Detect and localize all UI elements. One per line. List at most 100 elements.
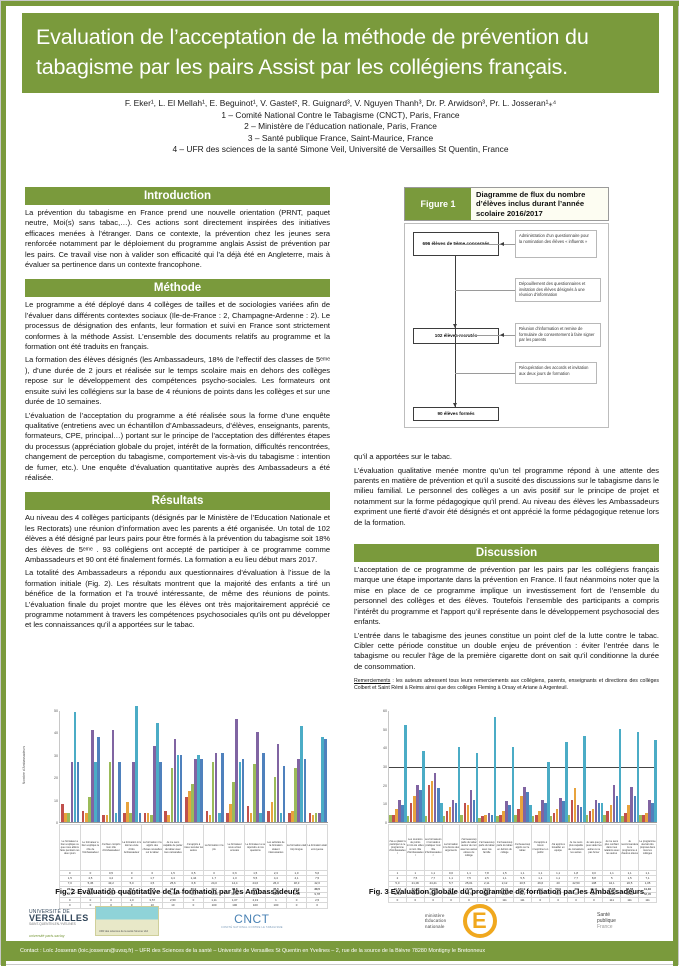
bar — [454, 803, 458, 822]
authors-line: F. Eker¹, L. El Mellah¹, E. Beguinot¹, V… — [124, 98, 557, 108]
bar — [188, 790, 191, 822]
bar — [392, 814, 395, 822]
bar — [588, 810, 592, 822]
bar — [197, 754, 200, 822]
bar — [615, 795, 619, 822]
table-cell: 111 — [513, 896, 532, 904]
spacer — [354, 528, 659, 544]
bar — [573, 788, 577, 822]
resultats-paragraph-2: La totalité des Ambassadeurs a répondu a… — [25, 568, 330, 630]
methode-paragraph-3: L’évaluation de l’acceptation du program… — [25, 410, 330, 482]
figure3-block: 0 10 20 30 40 50 60 J’ai eu plaisir à particip… — [354, 707, 659, 904]
flow-connector-1 — [455, 244, 515, 246]
discussion-paragraph-1: L’acceptation de ce programme de prévent… — [354, 565, 659, 627]
ufr-simone-veil-logo: UFR des sciences de la santé Simone Veil — [95, 906, 159, 936]
table-category-cell: Le programme devrait être proposé dans t… — [638, 824, 657, 871]
table-cell: 0 — [584, 896, 604, 904]
bar — [648, 799, 651, 822]
men-line2: Éducation — [425, 918, 447, 924]
figure2-y-axis-label: Nombre d’Ambassadeurs — [22, 745, 26, 785]
bar — [406, 816, 410, 822]
bar-group — [549, 711, 568, 822]
bar — [102, 815, 106, 822]
bar — [221, 752, 224, 822]
bar — [531, 816, 535, 822]
bar — [433, 773, 437, 822]
flow-connector-vertical — [455, 256, 456, 408]
y-axis-tick: 40 — [54, 731, 58, 736]
table-cell: 0 — [306, 902, 328, 909]
bar — [419, 790, 422, 822]
bar — [126, 801, 129, 822]
bar — [111, 730, 115, 822]
bar — [232, 781, 235, 822]
bar — [633, 795, 637, 822]
bar — [229, 804, 232, 822]
bar — [321, 736, 324, 822]
table-cell: 0 — [441, 896, 461, 904]
y-axis-tick: 50 — [54, 709, 58, 713]
bar — [300, 725, 303, 822]
y-axis-tick: 50 — [383, 727, 387, 732]
bar — [200, 759, 204, 822]
bar — [276, 743, 280, 822]
table-category-cell: J’ai appris à travailler en équipe — [548, 824, 568, 871]
bar — [529, 805, 532, 822]
bar-group — [246, 711, 267, 822]
bar — [64, 813, 67, 822]
men-letter-e: E — [472, 908, 487, 933]
uvsq-line1: UNIVERSITÉ DE — [29, 909, 70, 915]
bar — [294, 768, 297, 822]
table-cell: 0 — [405, 896, 425, 904]
bar — [597, 803, 601, 822]
bar — [448, 807, 452, 822]
poster-left-border — [1, 1, 6, 966]
y-axis-tick: 10 — [383, 802, 387, 807]
bar — [639, 814, 642, 822]
methode-paragraph-1: Le programme a été déployé dans 4 collèg… — [25, 300, 330, 352]
table-category-cell: J’ai appris à mieux écouter les autres — [182, 824, 205, 871]
bar — [105, 815, 109, 822]
bar — [630, 786, 634, 822]
simone-veil-text: UFR des sciences de la santé Simone Veil — [99, 929, 148, 933]
y-axis-tick: 10 — [54, 798, 58, 803]
bar — [538, 810, 541, 822]
bar-group — [163, 711, 184, 822]
bar — [442, 816, 446, 822]
affiliation-1: 1 – Comité National Contre le Tabagisme … — [221, 109, 460, 120]
qualitative-lead-line: qu’il a apportées sur le tabac. — [354, 452, 452, 462]
methode-paragraph-2: La formation des élèves désignés (les Am… — [25, 355, 330, 407]
table-category-cell: Le formateur a bien expliqué ce que nous… — [59, 824, 81, 871]
bar — [469, 790, 473, 822]
table-category-cell: Les activités de la formation étaient in… — [265, 824, 287, 871]
figure1-caption: Diagramme de flux du nombre d’élèves inc… — [476, 190, 586, 218]
bar — [430, 780, 434, 822]
flow-node-102: 102 élèves recrutés — [413, 328, 499, 345]
bar — [73, 712, 77, 822]
bar — [422, 751, 425, 822]
bar-group — [603, 711, 622, 822]
bar — [526, 792, 529, 822]
bar-group — [266, 711, 287, 822]
bar — [567, 814, 571, 822]
section-header-resultats: Résultats — [25, 492, 330, 511]
bar-group — [639, 711, 657, 822]
bar — [132, 761, 135, 822]
flow-arrowhead-3 — [500, 332, 504, 337]
figure1-header: Figure 1 Diagramme de flux du nombre d’é… — [404, 187, 609, 222]
bar — [123, 813, 126, 822]
bar — [547, 762, 550, 822]
y-axis-tick: 40 — [383, 746, 387, 751]
bar — [517, 808, 520, 822]
bar — [303, 759, 307, 822]
bar — [651, 803, 654, 822]
bar — [246, 806, 250, 822]
bar — [609, 805, 613, 822]
table-category-cell: La formation m’a donné des arguments — [441, 824, 461, 871]
bar — [167, 815, 171, 822]
bar — [238, 761, 242, 822]
bar — [173, 739, 177, 822]
bar — [627, 805, 630, 822]
bar-group — [60, 711, 81, 822]
